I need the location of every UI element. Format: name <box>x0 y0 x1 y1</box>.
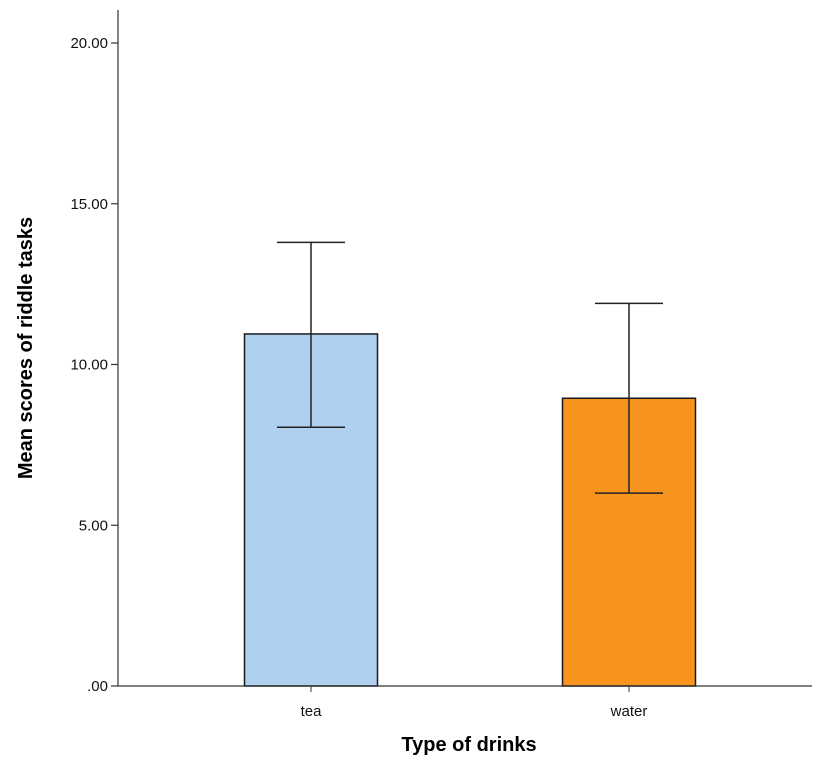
y-tick-label-2: 10.00 <box>70 357 108 374</box>
x-axis-title: Type of drinks <box>401 734 536 756</box>
y-tick-label-1: 5.00 <box>79 517 108 534</box>
x-tick-label-water: water <box>610 703 648 720</box>
x-tick-label-tea: tea <box>301 703 323 720</box>
y-tick-label-0: .00 <box>87 678 108 695</box>
y-tick-label-3: 15.00 <box>70 196 108 213</box>
plot-area <box>243 241 697 687</box>
y-axis-title: Mean scores of riddle tasks <box>15 217 37 479</box>
y-tick-label-4: 20.00 <box>70 35 108 52</box>
axes: tea water .00 5.00 10.00 15.00 20.00 <box>70 10 812 720</box>
